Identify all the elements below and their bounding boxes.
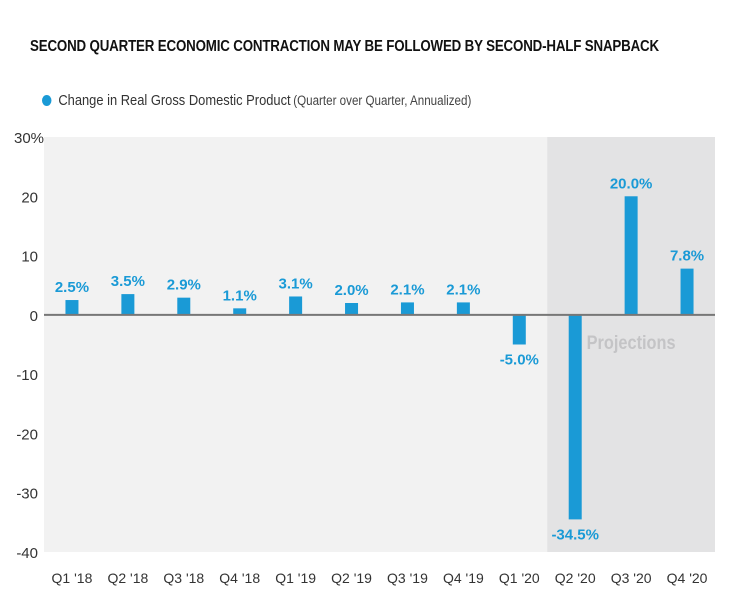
data-label: 2.1% [446, 281, 480, 298]
bar [177, 297, 191, 315]
x-tick-label: Q3 '18 [163, 570, 204, 586]
bar [345, 303, 359, 315]
y-tick-label: 0 [30, 308, 38, 325]
projections-label: Projections [587, 332, 676, 353]
bar [456, 302, 470, 315]
data-label: 2.9% [167, 277, 201, 294]
y-tick-label: 20 [21, 189, 38, 206]
bar [65, 300, 79, 315]
legend-marker [42, 95, 52, 106]
data-label: -5.0% [500, 352, 539, 369]
data-label: -34.5% [551, 526, 599, 543]
x-tick-label: Q1 '19 [275, 570, 316, 586]
y-tick-label: -10 [16, 367, 38, 384]
data-label: 3.5% [111, 273, 145, 290]
x-tick-label: Q2 '18 [107, 570, 148, 586]
data-label: 20.0% [610, 175, 653, 192]
data-label: 2.5% [55, 279, 89, 296]
bar [624, 196, 638, 315]
data-label: 2.0% [334, 282, 368, 299]
y-tick-label: -40 [16, 545, 38, 562]
legend-label: Change in Real Gross Domestic Product [58, 92, 291, 109]
data-label: 7.8% [670, 248, 704, 265]
legend-note: (Quarter over Quarter, Annualized) [293, 93, 472, 108]
y-tick-label: -30 [16, 486, 38, 503]
y-tick-label: 10 [21, 249, 38, 266]
bar [512, 314, 526, 345]
x-tick-label: Q1 '20 [499, 570, 540, 586]
legend: Change in Real Gross Domestic Product (Q… [42, 92, 471, 109]
data-label: 1.1% [223, 287, 257, 304]
x-tick-label: Q3 '19 [387, 570, 428, 586]
data-label: 2.1% [390, 281, 424, 298]
chart-title: SECOND QUARTER ECONOMIC CONTRACTION MAY … [30, 38, 659, 55]
bar [680, 268, 694, 315]
bar [568, 314, 582, 520]
x-tick-label: Q2 '19 [331, 570, 372, 586]
data-label: 3.1% [279, 275, 313, 292]
x-tick-label: Q4 '19 [443, 570, 484, 586]
x-tick-label: Q3 '20 [611, 570, 652, 586]
x-tick-label: Q2 '20 [555, 570, 596, 586]
y-tick-label: -20 [16, 426, 38, 443]
x-tick-label: Q4 '20 [667, 570, 708, 586]
bar [289, 296, 303, 315]
bar [233, 308, 247, 315]
y-tick-label: 30% [14, 130, 44, 147]
x-tick-label: Q1 '18 [52, 570, 93, 586]
bar [400, 302, 414, 315]
x-tick-label: Q4 '18 [219, 570, 260, 586]
bar [121, 294, 135, 315]
